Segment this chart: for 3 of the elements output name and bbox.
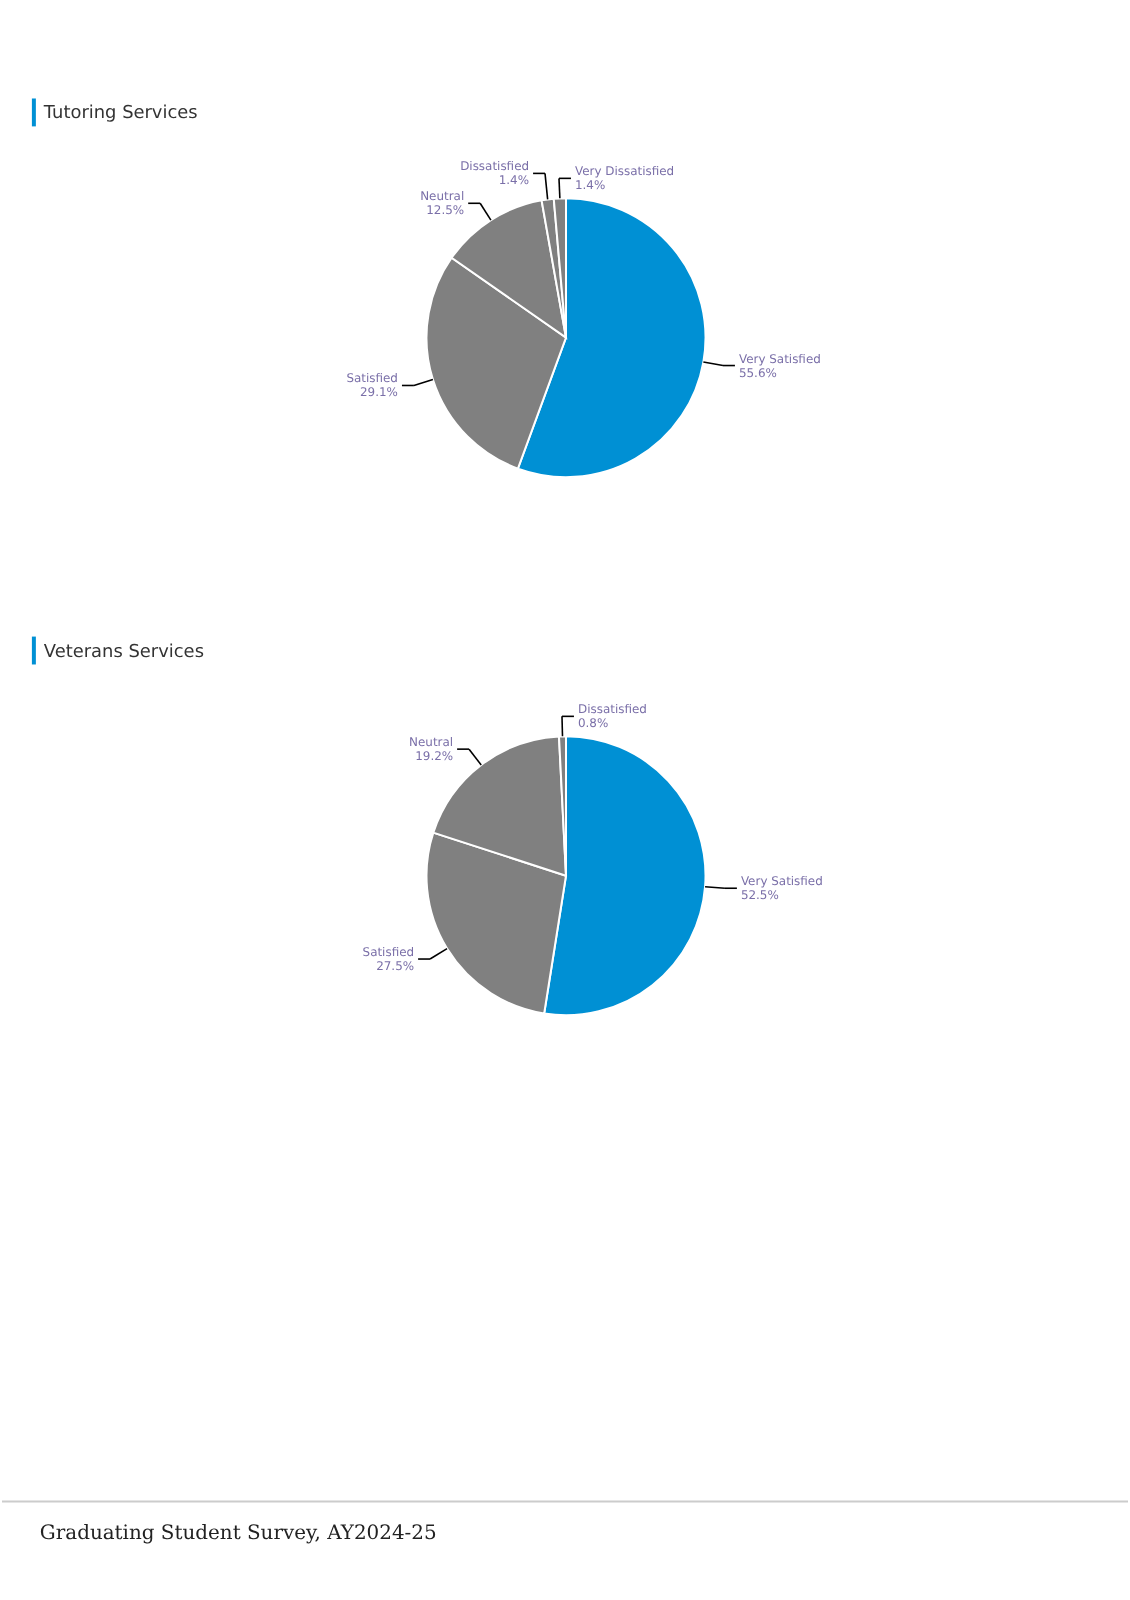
text: Graduating Student Survey, AY2024-25 [39,1523,437,1546]
text: Veterans Services [43,642,205,663]
text: Tutoring Services [41,104,199,125]
